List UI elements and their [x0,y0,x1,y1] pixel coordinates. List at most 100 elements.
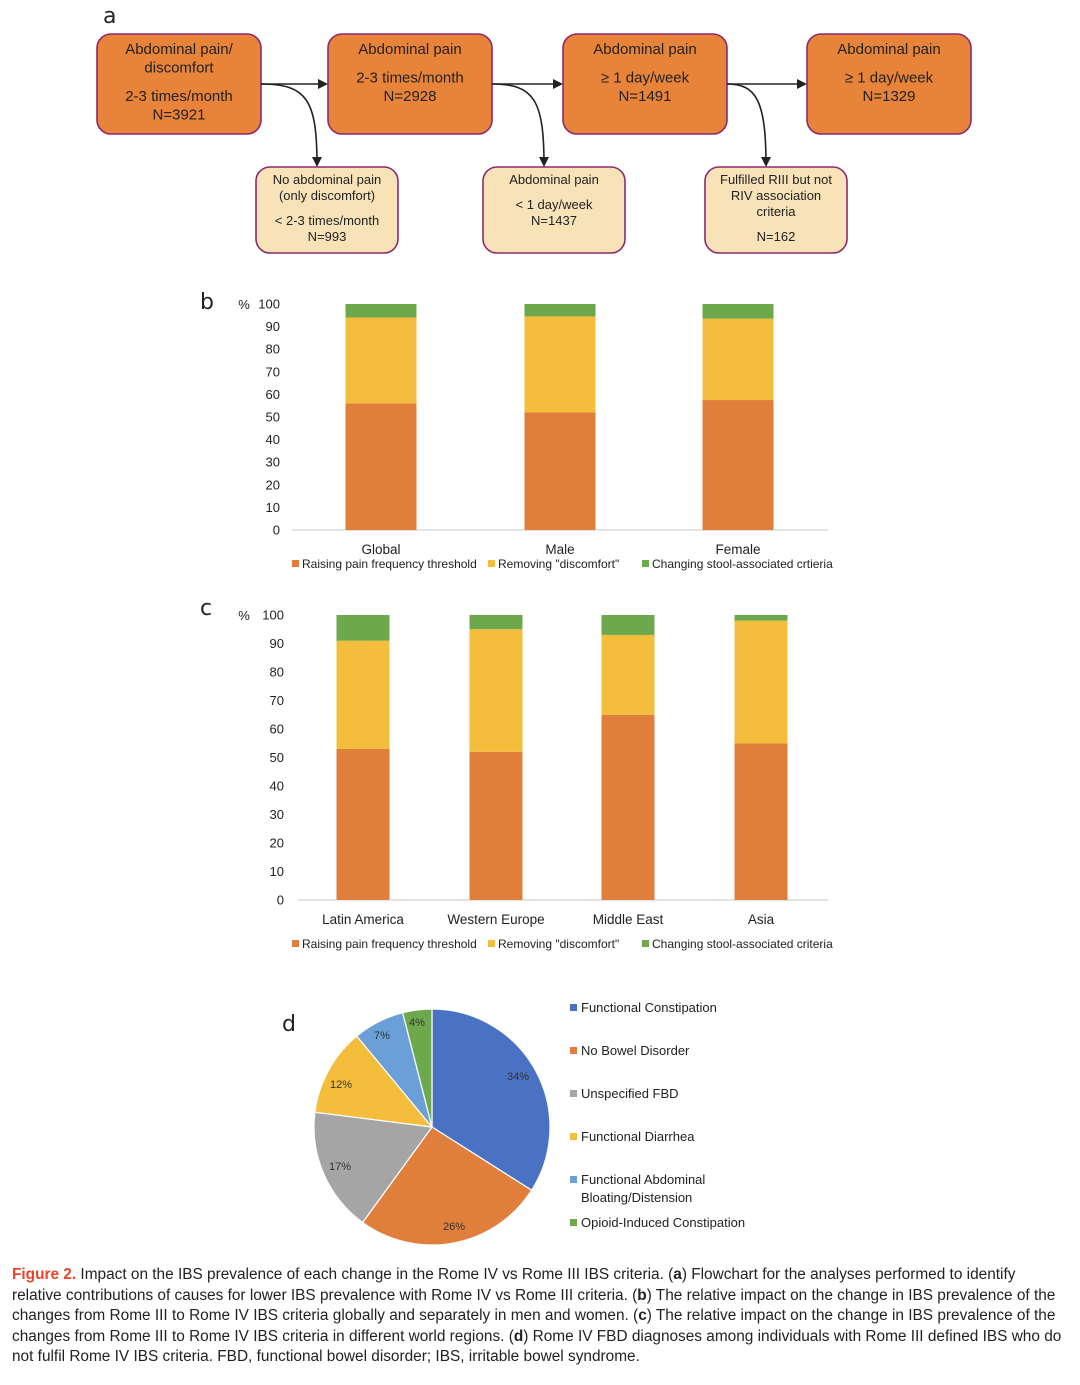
figure-caption: Figure 2. Impact on the IBS prevalence o… [12,1265,1062,1368]
y-tick-label: 80 [266,342,280,357]
legend-entry: No Bowel Disorder [581,1043,690,1058]
side-box-1-text: No abdominal pain [273,172,381,187]
x-tick-label: Global [361,542,400,557]
legend-entry: Changing stool-associated criteria [652,937,833,951]
side-box-2-shape [482,166,626,254]
y-tick-label: 60 [266,387,280,402]
bar-segment [345,403,417,530]
side-box-1-shape [255,166,399,254]
y-axis-label: % [238,608,250,623]
pie-slice [314,1035,434,1128]
legend-swatch [488,940,495,947]
legend-entry: Raising pain frequency threshold [302,937,477,951]
y-tick-label: 10 [270,864,284,879]
pie-value-label: 12% [330,1079,352,1091]
panel-label-c: c [200,596,213,621]
bar-segment [702,304,774,319]
y-tick-label: 80 [270,665,284,680]
x-tick-label: Asia [748,912,775,927]
side-box-3-text: criteria [756,204,796,219]
side-box-3-text: Fulfilled RIII but not [720,172,832,187]
side-box-1-text: < 2-3 times/month [275,213,379,228]
legend-swatch [570,1004,577,1011]
main-box-1: Abdominal pain/discomfort 2-3 times/month… [96,33,262,135]
main-box-3-text: N=1491 [619,88,672,105]
bar-segment [469,615,523,630]
pie-slice [401,1008,433,1128]
caption-letter-a: a [673,1266,682,1283]
side-box-3-text: N=162 [757,229,796,244]
y-tick-label: 50 [270,750,284,765]
y-tick-label: 30 [266,455,280,470]
legend-entry: Removing "discomfort" [498,557,619,571]
bar-segment [524,316,596,413]
panel-label-d: d [282,1012,296,1037]
main-box-2-text: Abdominal pain [358,41,461,58]
bar-segment [336,748,390,900]
legend-swatch [570,1219,577,1226]
legend-entry: Raising pain frequency threshold [302,557,477,571]
side-box-3-shape [704,166,848,254]
pie-slice [361,1126,533,1246]
y-tick-label: 0 [277,893,284,908]
x-tick-label: Western Europe [447,912,544,927]
main-box-1-text: N=3921 [153,107,206,124]
main-box-1-text: discomfort [144,60,214,77]
caption-intro: Impact on the IBS prevalence of each cha… [80,1266,674,1283]
side-box-1: No abdominal pain(only discomfort) < 2-3 … [255,166,399,254]
main-box-1-text: 2-3 times/month [125,88,233,105]
y-tick-label: 0 [273,523,280,538]
side-box-1-text: (only discomfort) [279,188,375,203]
legend-entry: Functional Abdominal [581,1172,705,1187]
pie-value-label: 7% [374,1030,390,1042]
y-tick-label: 50 [266,410,280,425]
y-axis-label: % [238,297,250,312]
legend-swatch [570,1133,577,1140]
pie-slice [431,1008,551,1192]
legend-swatch [642,940,649,947]
main-box-4-text: N=1329 [863,88,916,105]
y-tick-label: 100 [262,608,284,623]
legend-entry: Bloating/Distension [581,1190,692,1205]
caption-letter-b: b [637,1286,647,1304]
y-tick-label: 60 [270,722,284,737]
panel-label-b: b [200,290,214,315]
legend-entry: Unspecified FBD [581,1086,679,1101]
main-box-4-shape [806,33,972,135]
y-tick-label: 20 [270,836,284,851]
main-box-4-text: ≥ 1 day/week [845,70,934,87]
y-tick-label: 40 [266,432,280,447]
x-tick-label: Middle East [593,912,664,927]
side-box-2-text: < 1 day/week [516,197,593,212]
main-box-2-text: 2-3 times/month [356,70,464,87]
legend-swatch [570,1176,577,1183]
caption-text-c: ) The relative impact on the change in I… [12,1307,1056,1345]
legend-entry: Functional Diarrhea [581,1129,695,1144]
main-box-3-text: Abdominal pain [593,41,696,58]
caption-letter-c: c [638,1307,647,1325]
chart-c-regions: % 0 10 20 30 40 50 60 70 80 90 100 Latin America West… [238,608,833,952]
caption-text-d: ) Rome IV FBD diagnoses among individual… [12,1327,1062,1366]
bar-segment [336,615,390,641]
bar-segment [469,629,523,752]
bar-segment [734,615,788,621]
main-box-1-text: Abdominal pain/ [125,41,233,58]
bar-segment [601,714,655,900]
pie-slice [313,1111,434,1224]
y-tick-label: 10 [266,500,280,515]
caption-text-a: ) Flowchart for the analyses performed t… [12,1266,1016,1304]
legend-swatch [570,1047,577,1054]
x-tick-label: Female [715,542,760,557]
legend-swatch [292,560,299,567]
legend-swatch [642,560,649,567]
arrow-branch-3 [726,83,771,167]
chart-b-sex: % 0 10 20 30 40 50 60 70 80 90 100 Global Male Female R… [238,297,833,572]
y-tick-label: 70 [266,364,280,379]
figure-canvas: Abdominal pain/discomfort 2-3 times/month… [96,33,972,1246]
figure-label: Figure 2. [12,1266,77,1283]
caption-text-b: ) The relative impact on the change in I… [12,1286,1056,1325]
legend-entry: Opioid-Induced Constipation [581,1215,745,1230]
main-box-3-text: ≥ 1 day/week [601,70,690,87]
